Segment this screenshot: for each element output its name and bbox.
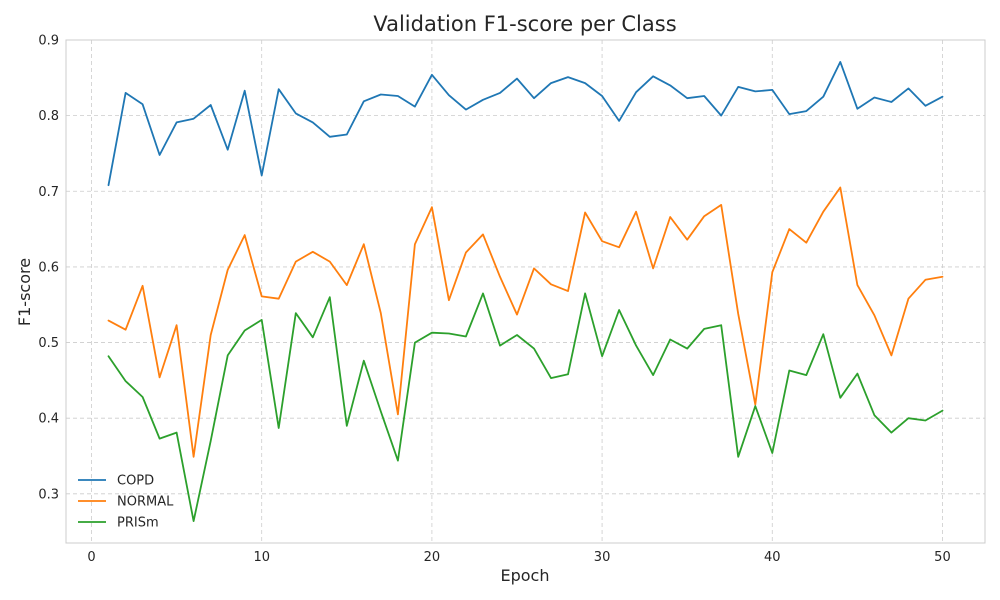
y-tick-label: 0.3 — [38, 487, 59, 502]
y-tick-label: 0.5 — [38, 336, 59, 351]
series-layer — [107, 61, 944, 522]
y-axis-title: F1-score — [15, 258, 34, 326]
y-tick-label: 0.9 — [38, 34, 59, 49]
x-tick-label: 0 — [87, 550, 95, 565]
x-tick-label: 30 — [594, 550, 611, 565]
x-axis: 0 10 20 30 40 50 — [87, 550, 950, 565]
legend-label: NORMAL — [117, 495, 174, 510]
series-line-normal — [107, 186, 944, 458]
x-tick-label: 10 — [253, 550, 270, 565]
y-axis: 0.3 0.4 0.5 0.6 0.7 0.8 0.9 — [38, 34, 59, 503]
x-tick-label: 40 — [764, 550, 781, 565]
x-tick-label: 20 — [424, 550, 441, 565]
legend: COPD NORMAL PRISm — [78, 474, 174, 531]
y-tick-label: 0.7 — [38, 185, 59, 200]
x-axis-title: Epoch — [501, 566, 550, 585]
x-tick-label: 50 — [934, 550, 951, 565]
legend-label: PRISm — [117, 516, 159, 531]
y-tick-label: 0.8 — [38, 109, 59, 124]
legend-label: COPD — [117, 474, 154, 489]
y-tick-label: 0.4 — [38, 412, 59, 427]
y-tick-label: 0.6 — [38, 260, 59, 275]
series-line-copd — [107, 61, 944, 187]
series-line-prism — [107, 292, 944, 522]
chart-title: Validation F1-score per Class — [373, 12, 676, 36]
plot-frame — [65, 39, 986, 544]
